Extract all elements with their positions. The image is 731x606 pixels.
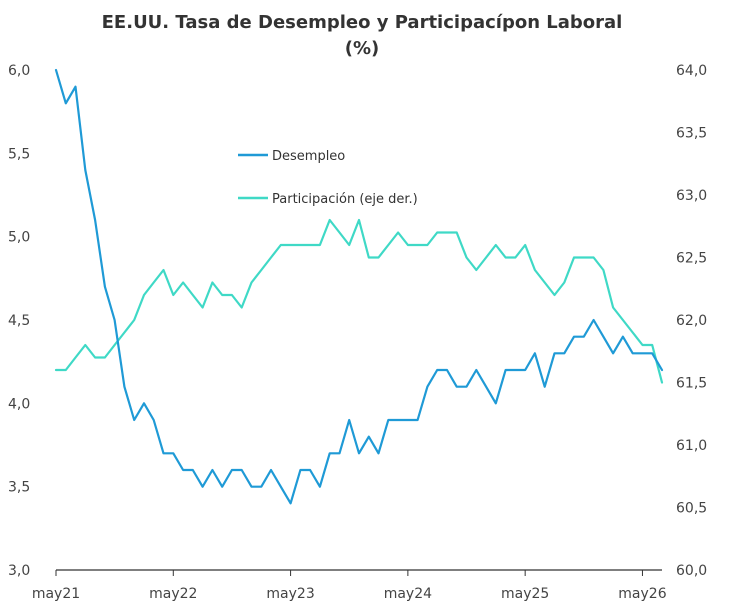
right-y-tick-label: 63,0	[676, 188, 707, 204]
right-y-tick-label: 60,0	[676, 563, 707, 579]
left-y-tick-label: 4,0	[8, 396, 30, 412]
x-tick-label: may26	[618, 586, 666, 602]
left-y-tick-label: 4,5	[8, 313, 30, 329]
left-y-tick-label: 3,5	[8, 480, 30, 496]
series-line-desempleo	[54, 68, 664, 505]
right-y-tick-label: 61,0	[676, 438, 707, 454]
chart-title: EE.UU. Tasa de Desempleo y Participacípo…	[102, 12, 623, 33]
legend: Desempleo Participación (eje der.)	[238, 149, 418, 207]
x-tick-label: may25	[501, 586, 549, 602]
legend-label-desempleo: Desempleo	[272, 149, 345, 164]
x-tick-label: may22	[149, 586, 197, 602]
left-y-tick-label: 6,0	[8, 63, 30, 79]
legend-label-participacion: Participación (eje der.)	[272, 192, 418, 207]
right-y-tick-label: 64,0	[676, 63, 707, 79]
right-y-tick-label: 62,5	[676, 251, 707, 267]
chart-subtitle: (%)	[345, 38, 380, 59]
x-tick-label: may21	[32, 586, 80, 602]
left-y-tick-label: 5,5	[8, 146, 30, 162]
right-y-tick-label: 60,5	[676, 501, 707, 517]
right-y-tick-label: 63,5	[676, 126, 707, 142]
left-y-tick-label: 3,0	[8, 563, 30, 579]
series-line-participacion	[54, 218, 664, 384]
x-tick-label: may24	[384, 586, 432, 602]
right-y-tick-label: 61,5	[676, 376, 707, 392]
series-lines	[54, 68, 664, 505]
x-tick-label: may23	[266, 586, 314, 602]
axes: may21 may22 may23 may24 may25 may26 3,0 3,5 4,0 4…	[8, 63, 707, 602]
right-y-tick-label: 62,0	[676, 313, 707, 329]
left-y-tick-label: 5,0	[8, 230, 30, 246]
